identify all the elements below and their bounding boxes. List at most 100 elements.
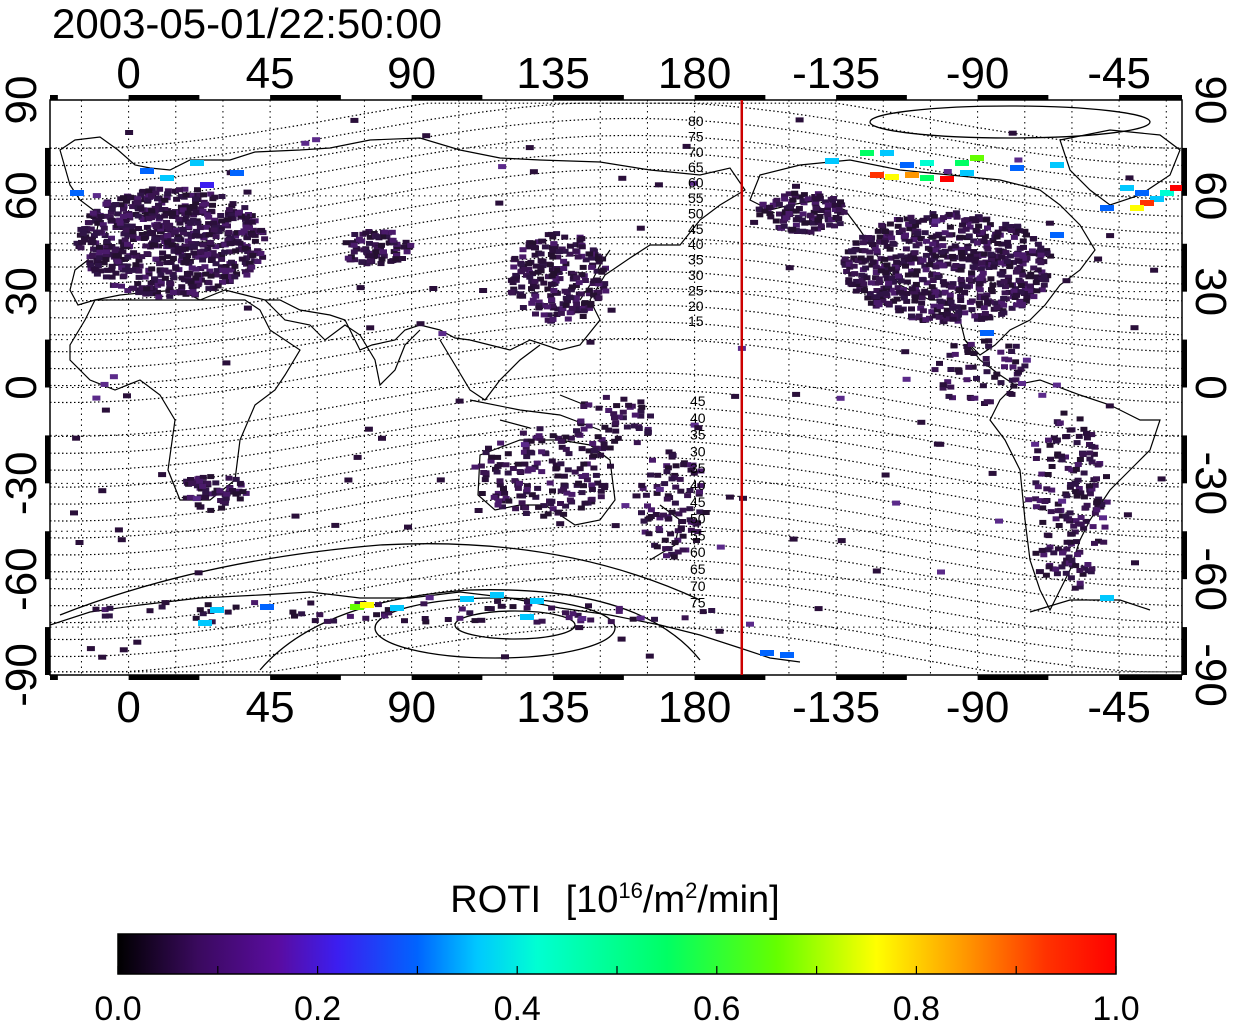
roti-cell: [1040, 273, 1048, 279]
roti-cell: [1085, 483, 1093, 489]
roti-cell: [98, 488, 107, 494]
roti-cell: [566, 497, 574, 503]
roti-cell: [523, 605, 531, 611]
roti-cell: [892, 500, 901, 506]
roti-cell: [881, 472, 890, 478]
roti-cell: [1061, 561, 1069, 567]
roti-cell: [1006, 224, 1014, 230]
roti-cell: [547, 231, 555, 237]
roti-cell: [791, 193, 799, 199]
roti-cell: [611, 523, 620, 529]
roti-cell: [197, 249, 204, 255]
roti-cell: [1080, 525, 1088, 531]
roti-cell: [557, 310, 565, 316]
roti-cell: [152, 224, 160, 230]
roti-cell: [1021, 287, 1029, 293]
roti-cell: [592, 472, 600, 478]
roti-cell: [212, 234, 220, 240]
roti-cell: [814, 217, 822, 223]
roti-cell: [1072, 518, 1080, 524]
roti-cell: [135, 290, 143, 296]
roti-cell: [792, 228, 800, 234]
roti-cell: [637, 399, 645, 405]
roti-cell: [102, 254, 110, 259]
roti-cell: [598, 483, 606, 489]
roti-cell: [94, 263, 102, 268]
roti-cell: [1076, 584, 1084, 590]
roti-cell: [187, 192, 195, 198]
roti-cell: [826, 222, 834, 228]
roti-cell: [89, 254, 97, 260]
contour-line: [50, 524, 1182, 590]
roti-cell: [257, 227, 266, 233]
roti-cell: [1066, 427, 1074, 433]
roti-cell: [990, 264, 998, 270]
roti-cell-elevated: [350, 604, 364, 610]
roti-cell: [128, 223, 136, 229]
roti-cell: [1008, 305, 1016, 311]
roti-cell: [225, 207, 233, 213]
roti-cell: [687, 527, 695, 533]
roti-cell: [186, 494, 194, 500]
roti-cell: [782, 215, 790, 221]
roti-cell: [900, 259, 908, 265]
roti-cell: [197, 486, 205, 492]
roti-cell: [112, 253, 120, 259]
roti-cell: [903, 291, 911, 296]
roti-cell: [938, 300, 945, 306]
roti-cell: [964, 246, 972, 252]
roti-cell: [964, 350, 972, 355]
roti-cell: [922, 267, 930, 273]
roti-cell: [122, 227, 130, 233]
roti-cell: [1091, 510, 1099, 516]
coast-antarctica: [50, 591, 1151, 663]
roti-cell-elevated: [880, 150, 894, 156]
y-tick-label-right: -30: [1186, 452, 1235, 516]
roti-cell: [578, 616, 587, 621]
roti-cell: [199, 483, 207, 489]
roti-cell: [238, 256, 246, 262]
roti-cell: [381, 229, 389, 235]
roti-cell: [886, 221, 894, 227]
roti-cell: [553, 465, 561, 471]
roti-cell: [625, 402, 633, 408]
roti-cell: [549, 488, 556, 494]
roti-cell: [560, 258, 568, 264]
roti-cell: [70, 510, 78, 516]
roti-cell: [971, 258, 979, 264]
roti-cell: [92, 193, 101, 199]
roti-cell: [969, 216, 977, 222]
roti-cell: [185, 245, 193, 251]
roti-cell: [538, 469, 546, 475]
roti-cell: [912, 272, 920, 278]
roti-cell: [222, 264, 230, 269]
roti-cell: [1033, 288, 1041, 294]
roti-cell: [590, 448, 598, 453]
roti-cell: [529, 297, 537, 303]
roti-cell: [851, 271, 859, 277]
roti-cell: [245, 260, 253, 266]
roti-cell: [1076, 416, 1084, 422]
roti-cell: [560, 511, 568, 517]
roti-cell: [830, 202, 838, 208]
roti-cell: [407, 242, 415, 248]
roti-cell: [208, 256, 216, 262]
roti-cell: [148, 266, 156, 272]
roti-cell: [602, 394, 610, 400]
roti-cell: [828, 216, 835, 222]
roti-cell: [1012, 302, 1020, 308]
roti-cell: [994, 241, 1002, 246]
roti-cell: [947, 299, 955, 305]
roti-cell: [535, 305, 543, 311]
roti-cell: [217, 213, 225, 218]
roti-cell: [1062, 513, 1070, 519]
roti-cell: [961, 218, 969, 224]
roti-cell: [989, 282, 997, 288]
roti-cell: [165, 288, 173, 294]
roti-cell: [645, 531, 653, 537]
roti-cell: [202, 201, 210, 207]
roti-cell: [101, 407, 110, 413]
roti-cell: [1062, 570, 1070, 576]
roti-cell: [232, 476, 240, 482]
roti-cell: [587, 617, 595, 623]
